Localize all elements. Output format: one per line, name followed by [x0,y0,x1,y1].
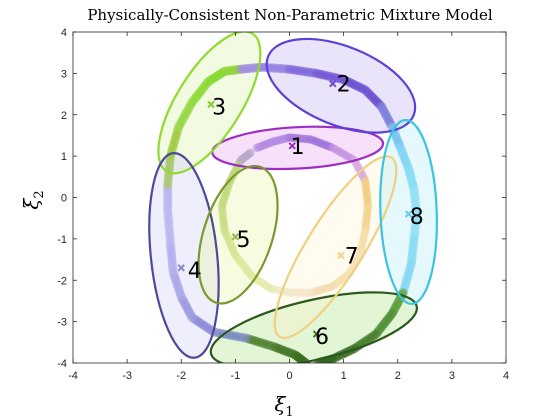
inner-trajectory-point [246,148,255,158]
component-ellipse-4 [148,151,220,359]
component-ellipse-7 [273,155,398,339]
component-ellipse-6 [209,291,419,363]
chart-title: Physically-Consistent Non-Parametric Mix… [87,6,493,24]
component-fill-1 [212,126,384,169]
x-axis-ticks: -4 -3 -2 -1 0 1 2 3 4 [68,32,509,382]
center-marker-4 [177,264,185,272]
y-tick-label: 2 [61,110,67,122]
x-tick-label: 1 [341,370,347,382]
component-fill-6 [210,292,417,363]
x-tick-label: -4 [68,370,78,382]
component-label-2: 2 [337,73,351,98]
component-label-1: 1 [291,135,305,160]
marker-stroke [337,251,345,260]
marker-stroke [404,210,413,218]
y-axis-ticks: -4 -3 -2 -1 0 1 2 3 4 [57,27,506,370]
marker-stroke [312,330,321,338]
x-tick-label: 0 [286,370,292,382]
component-label-5: 5 [236,228,250,253]
center-marker-3 [207,100,215,109]
component-ellipse-5 [197,164,279,305]
y-tick-label: -4 [57,358,67,370]
center-marker-2 [329,80,337,88]
component-label-3: 3 [212,95,226,120]
y-axis-label: ξ2 [19,190,47,209]
center-marker-5 [231,233,240,241]
y-tick-label: -2 [57,275,67,287]
marker-stroke [207,100,215,109]
center-marker-8 [404,210,413,218]
plot-content [148,32,438,363]
marker-stroke [231,233,240,241]
component-label-7: 7 [345,244,359,269]
y-tick-label: 1 [61,151,67,163]
x-tick-label: 3 [449,370,455,382]
center-marker-7 [337,251,345,260]
x-tick-label: 2 [395,370,401,382]
plot-area: 1 2 3 4 5 6 7 8 [72,31,507,364]
component-ellipse-2 [265,37,417,134]
x-tick-label: 4 [503,370,509,382]
center-marker-6 [312,330,321,338]
component-label-4: 4 [188,259,202,284]
x-tick-label: -3 [122,370,132,382]
marker-stroke [288,142,296,150]
marker-stroke [329,80,337,88]
y-tick-label: -3 [57,317,67,329]
x-axis-label: ξ1 [274,392,293,420]
y-tick-label: -1 [57,234,67,246]
component-label-6: 6 [315,325,329,350]
y-tick-label: 3 [61,68,67,80]
component-ellipse-8 [379,118,438,306]
component-label-8: 8 [410,205,424,230]
x-tick-label: -1 [230,370,240,382]
marker-stroke [177,264,185,272]
y-tick-label: 4 [61,27,67,39]
component-fill-8 [380,120,437,304]
x-tick-label: -2 [176,370,186,382]
component-ellipse-3 [157,32,262,175]
y-tick-label: 0 [61,193,67,205]
center-marker-1 [288,142,296,150]
